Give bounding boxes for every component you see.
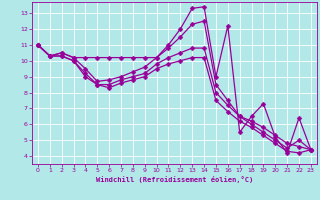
X-axis label: Windchill (Refroidissement éolien,°C): Windchill (Refroidissement éolien,°C) (96, 176, 253, 183)
